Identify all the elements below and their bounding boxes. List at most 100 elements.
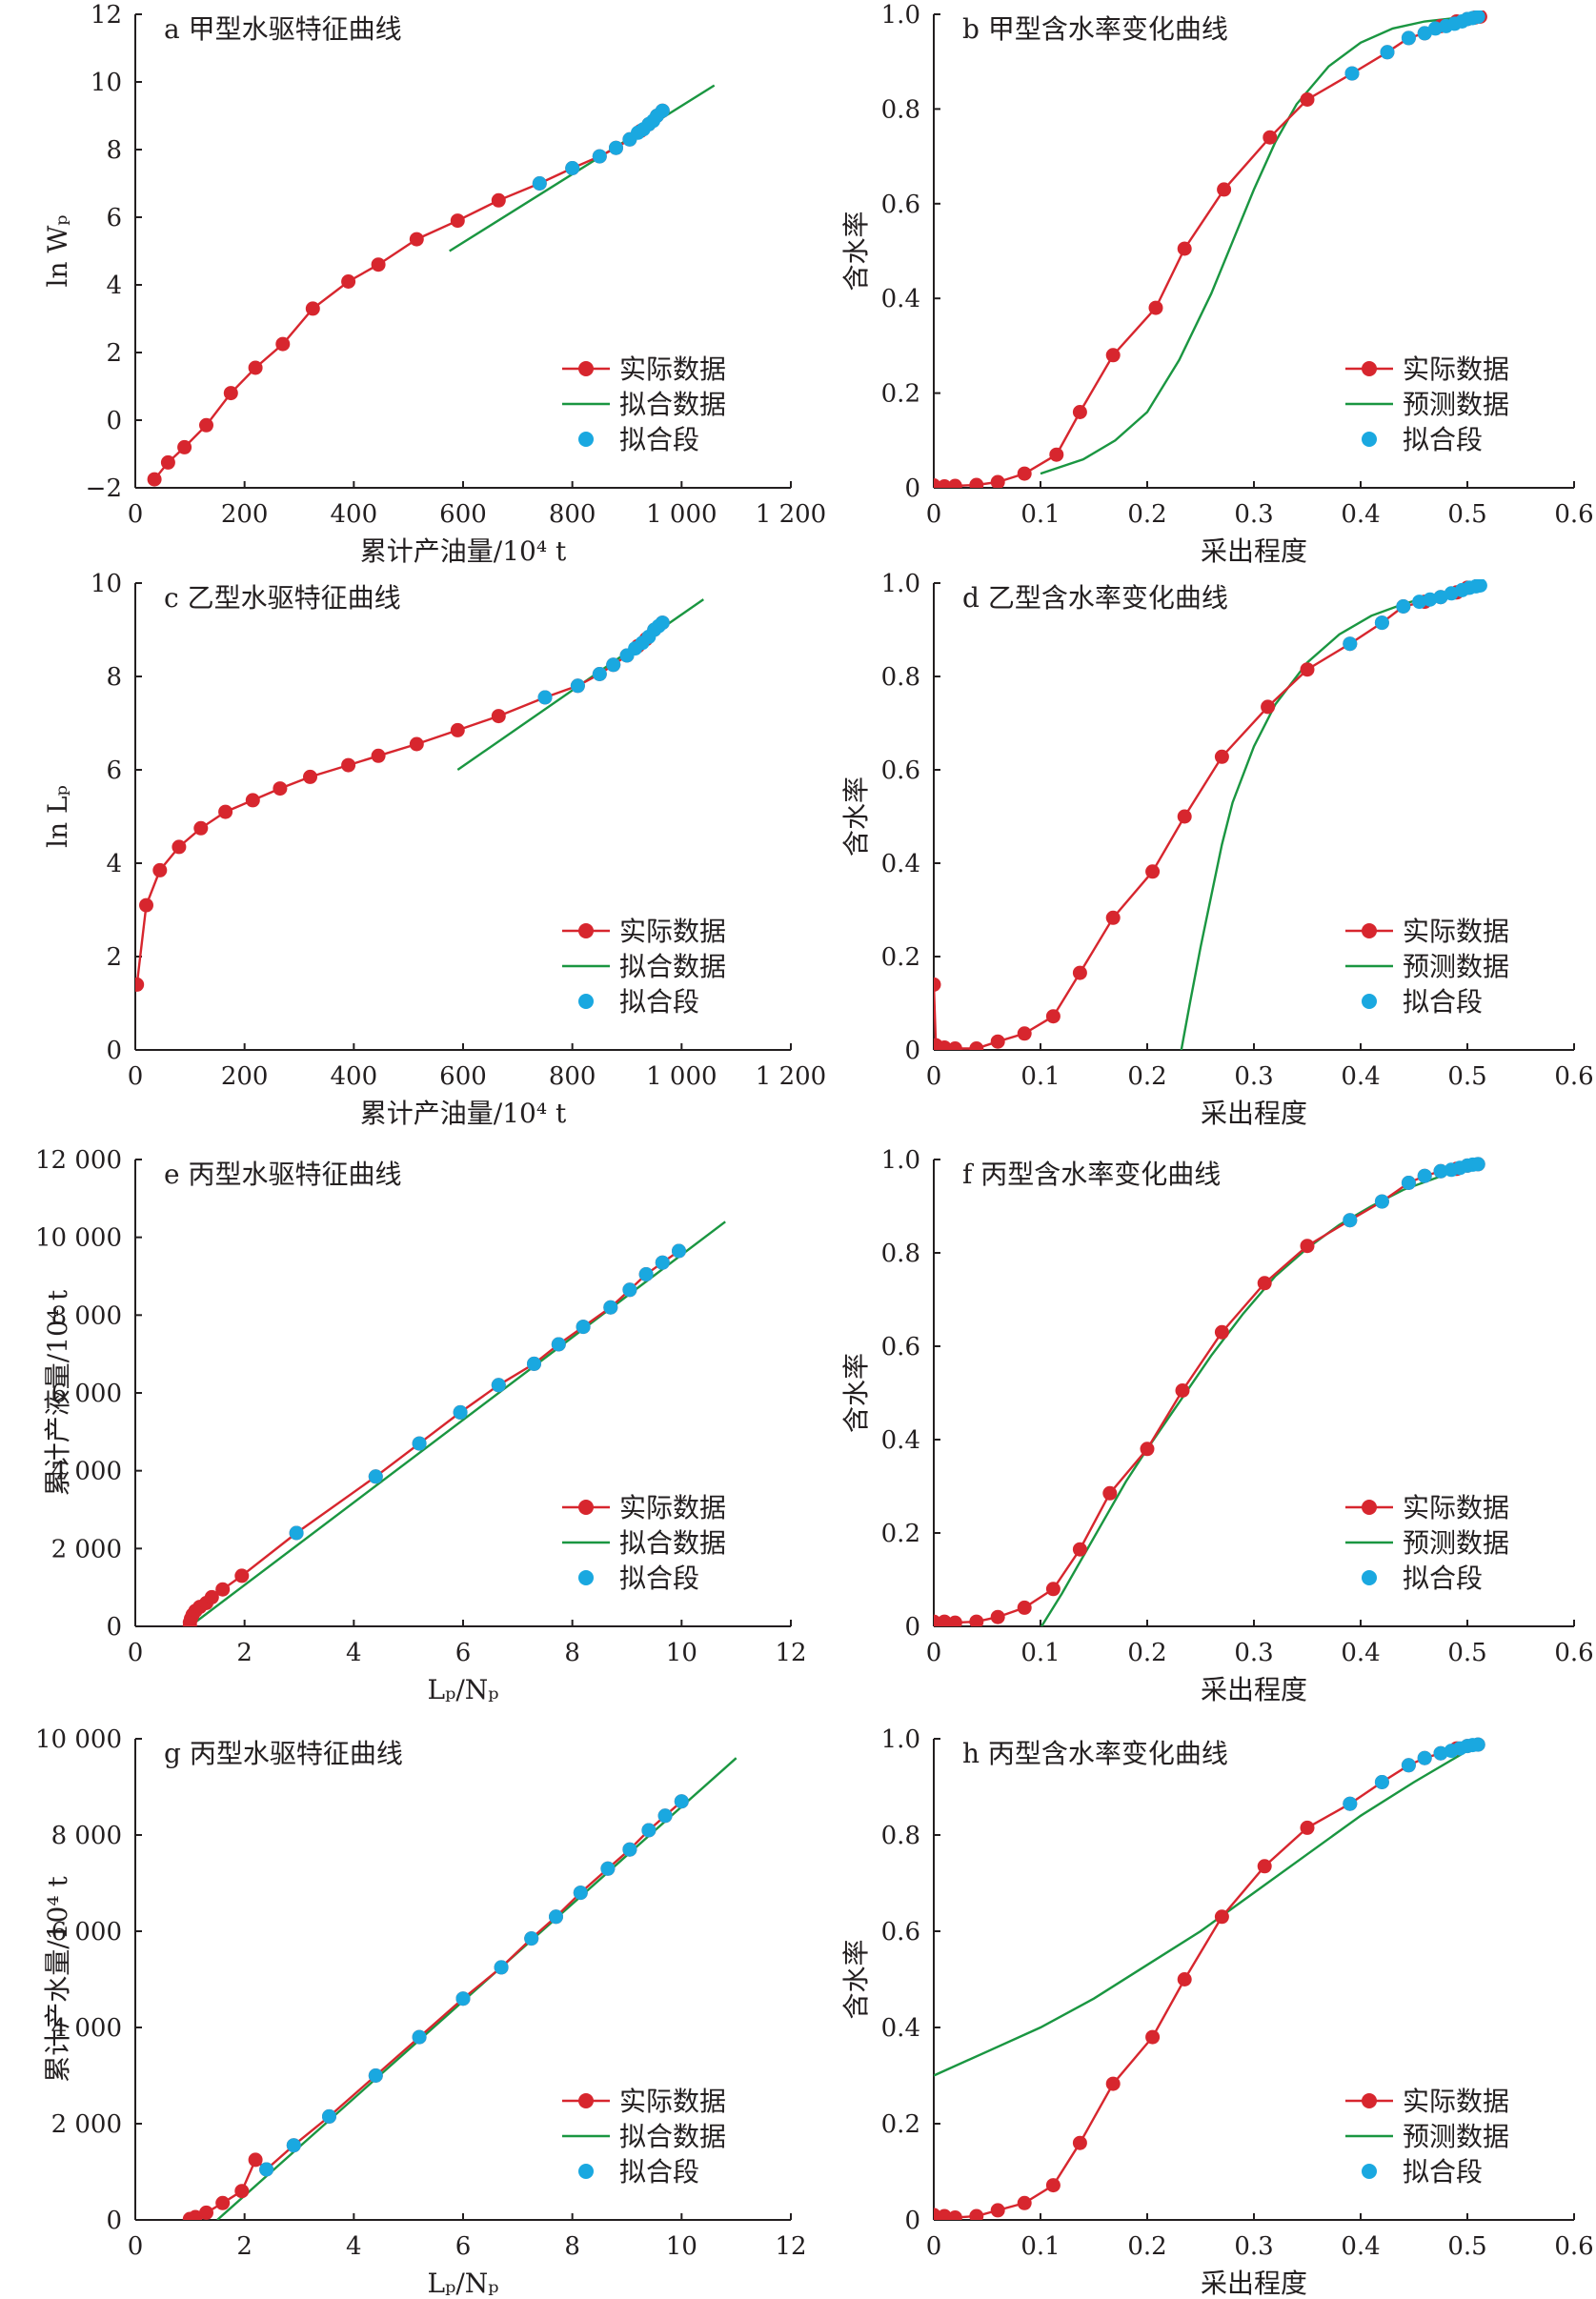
x-tick-label: 0.2 [1127, 1639, 1166, 1667]
y-axis-label: 含水率 [840, 211, 872, 291]
actual-data-point [218, 804, 233, 819]
legend-swatch-marker [578, 994, 594, 1009]
actual-data-point [1105, 2076, 1121, 2091]
x-tick-label: 0.4 [1341, 1062, 1380, 1091]
actual-data-point [147, 472, 162, 487]
fit-segment-point [1427, 21, 1443, 36]
actual-data-point [223, 386, 238, 401]
legend-item-segment: 拟合段 [1362, 2156, 1483, 2188]
fit-segment-point [259, 2162, 274, 2177]
y-tick-label: 0 [106, 2207, 122, 2235]
actual-data-point [1217, 182, 1232, 197]
actual-data-point [937, 1040, 952, 1050]
y-tick-label: 0.8 [881, 1240, 920, 1268]
y-tick-label: 8 000 [51, 1822, 122, 1850]
panel-title: f 丙型含水率变化曲线 [962, 1159, 1221, 1190]
fit-segment-point [592, 667, 607, 681]
fit-segment-point [1417, 1168, 1432, 1183]
panel-h: 0 0.1 0.2 0.3 0.4 0.5 0.6 0 0.2 0.4 0.6 0.8 1.0 h 丙型含… [840, 1725, 1594, 2299]
legend-item-segment: 拟合段 [578, 1563, 699, 1594]
y-tick-label: 6 000 [51, 1380, 122, 1408]
panel-g: 0 2 4 6 8 10 12 0 2 000 4 000 6 000 8 000 10 000 g 丙型… [35, 1725, 807, 2299]
x-tick-label: 1 000 [646, 500, 717, 529]
actual-data-point [969, 1041, 984, 1050]
y-tick-label: 6 [106, 204, 122, 232]
legend-item-fit: 拟合数据 [562, 951, 726, 982]
legend-label: 预测数据 [1403, 1527, 1509, 1559]
actual-data-point [1214, 1324, 1229, 1340]
x-tick-label: 0 [926, 2232, 942, 2261]
fit-segment-point [1343, 1796, 1358, 1811]
legend-item-actual: 实际数据 [1345, 2086, 1509, 2117]
actual-data-point [1045, 1582, 1061, 1597]
actual-data-point [1145, 2029, 1161, 2045]
y-tick-label: 0.2 [881, 2110, 920, 2139]
fit-segment-point [1401, 1758, 1416, 1773]
y-tick-label: 0.2 [881, 943, 920, 972]
x-tick-label: 200 [221, 500, 269, 529]
actual-data-point [341, 757, 356, 773]
y-axis-label: 含水率 [840, 1353, 872, 1433]
x-axis-label: Lₚ/Nₚ [428, 2268, 499, 2299]
actual-data-point [1177, 809, 1192, 824]
legend-item-segment: 拟合段 [1362, 1563, 1483, 1594]
actual-data-point [215, 2195, 231, 2210]
actual-data-point [1300, 662, 1315, 677]
legend-label: 拟合数据 [619, 389, 726, 420]
y-tick-label: 2 000 [51, 1535, 122, 1563]
y-tick-label: 1.0 [881, 1, 920, 30]
actual-data-point [1072, 2135, 1087, 2150]
plot-area [182, 1757, 737, 2220]
actual-data-point [305, 301, 320, 316]
fit-segment-point [655, 615, 670, 631]
fit-segment-point [1343, 636, 1358, 652]
panel-e: 0 2 4 6 8 10 12 0 2 000 4 000 6 000 8 000 10 000 12 0… [35, 1146, 807, 1705]
fit-segment-point [368, 2068, 383, 2083]
legend-swatch-marker [578, 1500, 594, 1515]
actual-data-point [1177, 241, 1192, 256]
legend-swatch-marker [578, 923, 594, 938]
legend-item-fit: 预测数据 [1345, 951, 1509, 982]
legend-item-actual: 实际数据 [562, 1492, 726, 1523]
fit-segment-point [537, 690, 553, 705]
y-tick-label: 1.0 [881, 1725, 920, 1754]
actual-data-point [1261, 699, 1276, 715]
actual-data-point [199, 417, 213, 433]
x-tick-label: 10 [666, 2232, 697, 2261]
y-tick-label: 6 000 [51, 1918, 122, 1946]
y-tick-label: 0.4 [881, 1426, 920, 1455]
x-tick-label: 0.1 [1020, 1062, 1060, 1091]
plot-area [934, 1737, 1485, 2220]
legend-item-segment: 拟合段 [578, 424, 699, 455]
actual-data-point [969, 2208, 984, 2220]
legend-label: 拟合段 [619, 424, 699, 455]
y-tick-label: 1.0 [881, 570, 920, 598]
actual-data-point [245, 793, 260, 808]
y-tick-label: 0 [904, 2207, 920, 2235]
plot-area [934, 10, 1487, 488]
fit-segment-point [491, 1378, 506, 1393]
x-tick-label: 0.6 [1554, 1062, 1593, 1091]
actual-data-point [1072, 1542, 1087, 1557]
actual-data-line [934, 584, 1479, 1050]
actual-data-point [234, 1568, 250, 1583]
y-tick-label: 12 [91, 1, 122, 30]
x-tick-label: 0.5 [1447, 1639, 1486, 1667]
actual-data-point [1263, 130, 1278, 145]
fit-segment-point [286, 2138, 301, 2153]
actual-data-point [1177, 1972, 1192, 1986]
fit-segment-point [655, 103, 670, 118]
y-tick-label: 2 [106, 339, 122, 368]
legend-swatch-marker [1362, 2093, 1377, 2108]
legend-item-fit: 拟合数据 [562, 2121, 726, 2152]
actual-data-point [1148, 300, 1163, 315]
fit-segment-point [453, 1404, 468, 1420]
fit-segment-point [592, 149, 607, 164]
fit-segment-point [527, 1356, 541, 1371]
fit-segment-point [609, 140, 623, 155]
fit-segment-point [603, 1300, 618, 1315]
fit-segment-point [576, 1320, 591, 1335]
